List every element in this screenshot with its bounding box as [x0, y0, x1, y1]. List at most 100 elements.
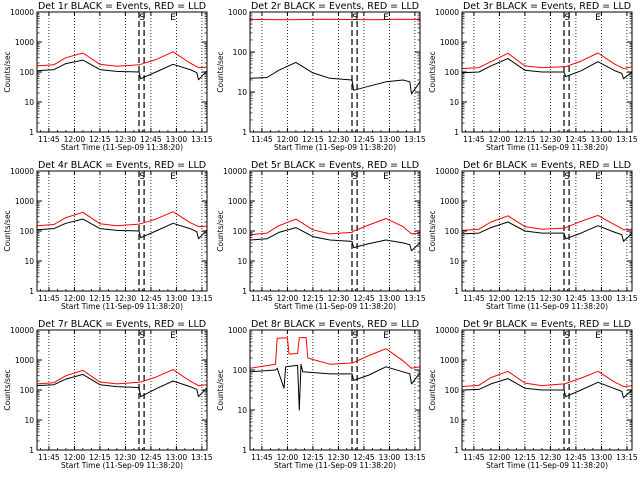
- series-line: [249, 227, 421, 252]
- x-tick-label: 12:30: [540, 453, 562, 462]
- plot-frame: [461, 170, 633, 292]
- x-tick-label: 12:45: [353, 453, 375, 462]
- x-tick-label: 13:15: [191, 135, 213, 144]
- x-axis-label: Start Time (11-Sep-09 11:38:20): [61, 461, 183, 470]
- y-axis-label: Counts/sec: [216, 369, 225, 410]
- x-tick-label: 12:30: [115, 453, 137, 462]
- series-line: [36, 51, 208, 69]
- plot-frame: [249, 11, 421, 133]
- y-tick-label: 100: [233, 48, 248, 57]
- y-tick-label: 100: [20, 227, 35, 236]
- x-tick-label: 12:00: [277, 294, 299, 303]
- x-tick-label: 12:30: [540, 135, 562, 144]
- chart-panel: Det 6r BLACK = Events, RED = LLD 11:45 12:…: [428, 160, 638, 311]
- chart-title: Det 4r BLACK = Events, RED = LLD: [38, 160, 206, 171]
- series-line: [249, 337, 421, 369]
- y-tick-label: 10000: [10, 167, 34, 176]
- x-tick-label: 13:00: [166, 135, 188, 144]
- series-line: [249, 18, 421, 21]
- x-tick-label: 12:15: [514, 135, 536, 144]
- y-axis-label: Counts/sec: [428, 51, 437, 92]
- x-axis-label: Start Time (11-Sep-09 11:38:20): [61, 143, 183, 152]
- marker-label: S: [139, 172, 145, 182]
- chart-title: Det 9r BLACK = Events, RED = LLD: [463, 319, 631, 330]
- x-tick-label: 13:00: [379, 453, 401, 462]
- series-line: [36, 59, 208, 81]
- x-tick-label: 11:45: [463, 135, 485, 144]
- x-tick-label: 11:45: [38, 453, 60, 462]
- x-tick-label: 11:45: [463, 294, 485, 303]
- x-tick-label: 12:15: [89, 453, 111, 462]
- x-axis-label: Start Time (11-Sep-09 11:38:20): [274, 461, 396, 470]
- x-tick-label: 12:30: [328, 453, 350, 462]
- x-tick-label: 13:15: [404, 135, 426, 144]
- x-tick-label: 13:00: [379, 294, 401, 303]
- y-tick-label: 100: [233, 366, 248, 375]
- y-tick-label: 1: [242, 128, 247, 137]
- x-tick-label: 12:30: [115, 135, 137, 144]
- y-axis-label: Counts/sec: [216, 210, 225, 251]
- y-tick-label: 10000: [435, 167, 459, 176]
- x-tick-label: 12:45: [140, 453, 162, 462]
- series-line: [36, 218, 208, 240]
- y-tick-label: 100: [20, 68, 35, 77]
- y-tick-label: 1000: [440, 197, 459, 206]
- x-axis-label: Start Time (11-Sep-09 11:38:20): [274, 143, 396, 152]
- y-tick-label: 1000: [228, 8, 247, 17]
- x-tick-label: 13:15: [616, 135, 638, 144]
- x-tick-label: 12:45: [140, 294, 162, 303]
- chart-panel: Det 1r BLACK = Events, RED = LLD 11:45 12:…: [3, 1, 213, 152]
- x-tick-label: 13:15: [616, 453, 638, 462]
- marker-label: E: [170, 331, 176, 341]
- chart-title: Det 3r BLACK = Events, RED = LLD: [463, 1, 631, 12]
- marker-label: E: [383, 13, 389, 23]
- y-tick-label: 10000: [435, 8, 459, 17]
- y-tick-label: 1: [454, 128, 459, 137]
- x-tick-label: 13:15: [191, 294, 213, 303]
- x-tick-label: 12:45: [353, 135, 375, 144]
- series-line: [36, 369, 208, 387]
- y-tick-label: 10: [237, 88, 247, 97]
- y-tick-label: 1: [29, 446, 34, 455]
- x-tick-label: 13:00: [591, 453, 613, 462]
- y-tick-label: 10000: [10, 326, 34, 335]
- y-tick-label: 10: [449, 416, 459, 425]
- x-tick-label: 13:00: [591, 135, 613, 144]
- x-tick-label: 12:15: [302, 453, 324, 462]
- y-tick-label: 10000: [10, 8, 34, 17]
- y-axis-label: Counts/sec: [428, 210, 437, 251]
- y-tick-label: 1000: [228, 326, 247, 335]
- x-axis-label: Start Time (11-Sep-09 11:38:20): [486, 143, 608, 152]
- series-line: [36, 211, 208, 228]
- chart-title: Det 2r BLACK = Events, RED = LLD: [251, 1, 419, 12]
- y-tick-label: 10: [449, 98, 459, 107]
- marker-label: S: [564, 13, 570, 23]
- y-tick-label: 10: [24, 257, 34, 266]
- x-tick-label: 12:45: [565, 294, 587, 303]
- x-tick-label: 12:00: [277, 453, 299, 462]
- y-tick-label: 1000: [228, 197, 247, 206]
- marker-label: E: [170, 172, 176, 182]
- y-tick-label: 1: [242, 287, 247, 296]
- x-tick-label: 12:15: [302, 294, 324, 303]
- x-tick-label: 12:15: [89, 135, 111, 144]
- x-axis-label: Start Time (11-Sep-09 11:38:20): [274, 302, 396, 311]
- marker-label: E: [383, 331, 389, 341]
- marker-label: E: [170, 13, 176, 23]
- x-tick-label: 13:00: [379, 135, 401, 144]
- x-tick-label: 12:45: [565, 453, 587, 462]
- x-tick-label: 11:45: [38, 135, 60, 144]
- y-tick-label: 10: [24, 98, 34, 107]
- marker-label: E: [595, 331, 601, 341]
- marker-label: S: [564, 331, 570, 341]
- chart-title: Det 7r BLACK = Events, RED = LLD: [38, 319, 206, 330]
- x-tick-label: 12:00: [489, 135, 511, 144]
- x-tick-label: 13:15: [404, 294, 426, 303]
- x-tick-label: 12:00: [277, 135, 299, 144]
- y-tick-label: 100: [445, 227, 460, 236]
- marker-label: E: [383, 172, 389, 182]
- y-tick-label: 100: [233, 227, 248, 236]
- y-tick-label: 1000: [15, 38, 34, 47]
- x-tick-label: 12:00: [489, 453, 511, 462]
